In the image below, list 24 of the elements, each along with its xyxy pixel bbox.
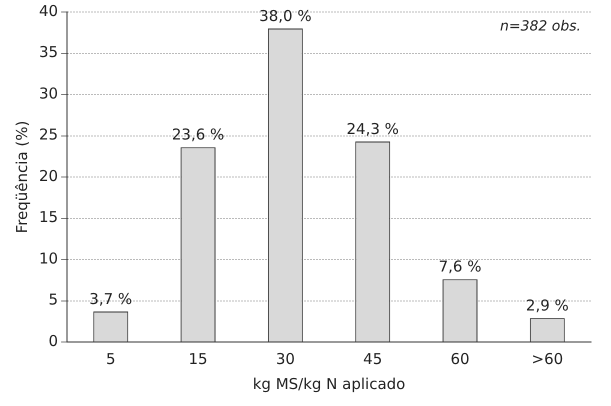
- data-label: 7,6 %: [438, 258, 482, 276]
- y-tick-label: 5: [48, 290, 58, 309]
- x-axis-title: kg MS/kg N aplicado: [252, 374, 406, 393]
- x-tick-label: 15: [188, 350, 208, 368]
- x-tick-label: 5: [106, 350, 116, 368]
- y-tick-label: 30: [38, 84, 58, 102]
- data-label: 38,0 %: [259, 6, 312, 25]
- y-tick-label: 15: [38, 208, 58, 226]
- data-label: 2,9 %: [526, 296, 569, 314]
- x-tick-label: 45: [363, 350, 382, 368]
- data-label: 3,7 %: [89, 290, 132, 308]
- y-tick-label: 25: [38, 126, 58, 144]
- y-tick-label: 20: [38, 166, 58, 185]
- data-label: 23,6 %: [172, 126, 224, 144]
- x-tick-label: >60: [532, 350, 564, 368]
- x-tick-label: 30: [276, 350, 295, 368]
- data-label: 24,3 %: [346, 120, 399, 138]
- y-axis-title: Freqüência (%): [12, 120, 31, 234]
- y-tick-label: 35: [38, 43, 58, 62]
- y-tick-label: 10: [38, 249, 58, 268]
- y-tick-label: 40: [38, 2, 58, 20]
- x-tick-label: 60: [450, 350, 470, 368]
- y-tick-label: 0: [48, 332, 58, 350]
- annotation: n=382 obs.: [500, 18, 581, 35]
